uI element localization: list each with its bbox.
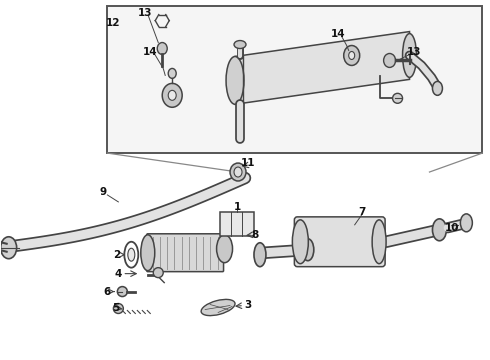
- Ellipse shape: [254, 243, 266, 267]
- Ellipse shape: [226, 57, 244, 104]
- Ellipse shape: [230, 163, 246, 181]
- Text: 2: 2: [113, 250, 120, 260]
- Ellipse shape: [217, 235, 233, 263]
- Text: 12: 12: [106, 18, 121, 28]
- Ellipse shape: [141, 235, 155, 271]
- Circle shape: [118, 287, 127, 297]
- Ellipse shape: [293, 220, 308, 264]
- Text: 5: 5: [112, 302, 119, 312]
- FancyBboxPatch shape: [147, 234, 223, 272]
- Ellipse shape: [128, 248, 135, 261]
- Ellipse shape: [234, 41, 246, 49]
- Text: 13: 13: [138, 8, 152, 18]
- Ellipse shape: [349, 51, 355, 59]
- Ellipse shape: [234, 167, 242, 177]
- Ellipse shape: [0, 237, 17, 259]
- Ellipse shape: [433, 81, 442, 95]
- Text: 14: 14: [143, 48, 158, 58]
- FancyBboxPatch shape: [107, 6, 482, 153]
- Ellipse shape: [372, 220, 386, 264]
- Text: 9: 9: [100, 187, 107, 197]
- Circle shape: [153, 268, 163, 278]
- Ellipse shape: [461, 214, 472, 232]
- Ellipse shape: [433, 219, 446, 241]
- Bar: [220, 212, 254, 236]
- Text: 6: 6: [104, 287, 111, 297]
- Text: 8: 8: [251, 230, 259, 240]
- Text: 1: 1: [233, 202, 241, 212]
- Ellipse shape: [403, 33, 416, 77]
- Text: 13: 13: [407, 48, 422, 58]
- Ellipse shape: [162, 84, 182, 107]
- Text: 3: 3: [245, 300, 252, 310]
- Text: 10: 10: [445, 223, 460, 233]
- Ellipse shape: [384, 54, 395, 67]
- Ellipse shape: [157, 42, 167, 54]
- FancyBboxPatch shape: [294, 217, 385, 267]
- Text: 14: 14: [330, 28, 345, 39]
- Ellipse shape: [168, 90, 176, 100]
- Circle shape: [392, 93, 403, 103]
- Ellipse shape: [343, 45, 360, 66]
- Circle shape: [113, 303, 123, 314]
- Polygon shape: [235, 32, 410, 104]
- Text: 7: 7: [358, 207, 366, 217]
- Ellipse shape: [201, 300, 235, 316]
- Text: 11: 11: [241, 158, 255, 168]
- Ellipse shape: [302, 239, 314, 261]
- Ellipse shape: [168, 68, 176, 78]
- Text: 4: 4: [115, 269, 122, 279]
